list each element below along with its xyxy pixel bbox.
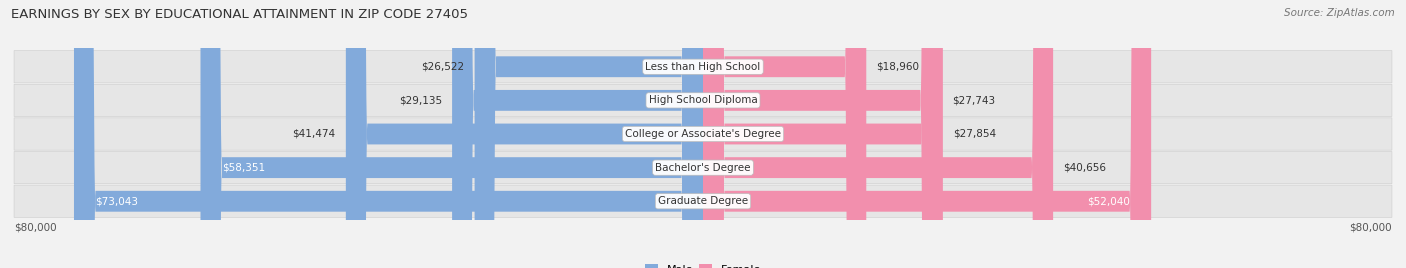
Text: College or Associate's Degree: College or Associate's Degree <box>626 129 780 139</box>
Text: Less than High School: Less than High School <box>645 62 761 72</box>
Text: Graduate Degree: Graduate Degree <box>658 196 748 206</box>
Text: High School Diploma: High School Diploma <box>648 95 758 105</box>
FancyBboxPatch shape <box>703 0 1152 268</box>
FancyBboxPatch shape <box>201 0 703 268</box>
FancyBboxPatch shape <box>475 0 703 268</box>
Legend: Male, Female: Male, Female <box>640 260 766 268</box>
FancyBboxPatch shape <box>703 0 1053 268</box>
Text: $58,351: $58,351 <box>222 163 266 173</box>
Text: EARNINGS BY SEX BY EDUCATIONAL ATTAINMENT IN ZIP CODE 27405: EARNINGS BY SEX BY EDUCATIONAL ATTAINMEN… <box>11 8 468 21</box>
Text: $40,656: $40,656 <box>1063 163 1107 173</box>
FancyBboxPatch shape <box>14 151 1392 184</box>
FancyBboxPatch shape <box>453 0 703 268</box>
Text: $73,043: $73,043 <box>96 196 139 206</box>
Text: Source: ZipAtlas.com: Source: ZipAtlas.com <box>1284 8 1395 18</box>
FancyBboxPatch shape <box>703 0 943 268</box>
FancyBboxPatch shape <box>14 84 1392 117</box>
FancyBboxPatch shape <box>14 118 1392 150</box>
Text: $18,960: $18,960 <box>876 62 920 72</box>
FancyBboxPatch shape <box>75 0 703 268</box>
Text: $80,000: $80,000 <box>14 222 56 232</box>
FancyBboxPatch shape <box>14 51 1392 83</box>
Text: $41,474: $41,474 <box>292 129 336 139</box>
FancyBboxPatch shape <box>703 0 866 268</box>
Text: $27,854: $27,854 <box>953 129 997 139</box>
FancyBboxPatch shape <box>14 185 1392 217</box>
Text: $27,743: $27,743 <box>952 95 995 105</box>
FancyBboxPatch shape <box>703 0 942 268</box>
Text: $29,135: $29,135 <box>399 95 441 105</box>
FancyBboxPatch shape <box>346 0 703 268</box>
Text: $26,522: $26,522 <box>422 62 464 72</box>
Text: $52,040: $52,040 <box>1087 196 1129 206</box>
Text: $80,000: $80,000 <box>1350 222 1392 232</box>
Text: Bachelor's Degree: Bachelor's Degree <box>655 163 751 173</box>
